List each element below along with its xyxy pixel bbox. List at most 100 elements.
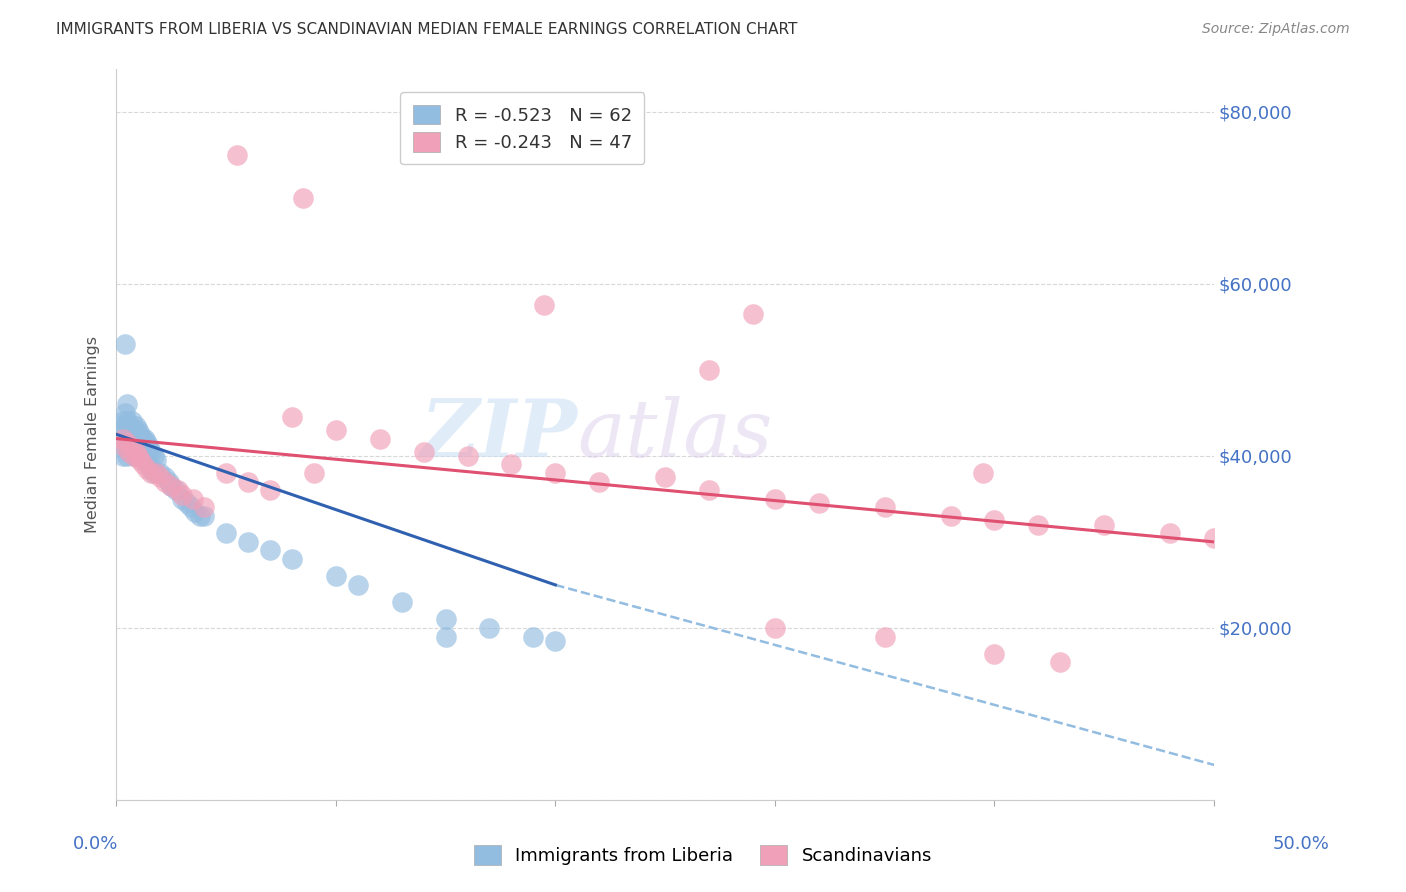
- Legend: R = -0.523   N = 62, R = -0.243   N = 47: R = -0.523 N = 62, R = -0.243 N = 47: [401, 92, 644, 164]
- Point: [368, 432, 391, 446]
- Point: [172, 491, 194, 506]
- Y-axis label: Median Female Earnings: Median Female Earnings: [86, 335, 100, 533]
- Point: [117, 414, 139, 428]
- Point: [346, 578, 368, 592]
- Point: [129, 427, 152, 442]
- Point: [763, 621, 786, 635]
- Point: [129, 453, 152, 467]
- Point: [127, 423, 149, 437]
- Point: [281, 552, 304, 566]
- Point: [141, 444, 163, 458]
- Point: [114, 440, 136, 454]
- Point: [1092, 517, 1115, 532]
- Point: [114, 337, 136, 351]
- Point: [121, 427, 143, 442]
- Point: [118, 444, 141, 458]
- Point: [236, 534, 259, 549]
- Point: [142, 449, 165, 463]
- Point: [281, 410, 304, 425]
- Point: [111, 414, 134, 428]
- Point: [141, 461, 163, 475]
- Point: [873, 500, 896, 515]
- Point: [121, 440, 143, 454]
- Point: [160, 479, 183, 493]
- Point: [166, 483, 188, 498]
- Legend: Immigrants from Liberia, Scandinavians: Immigrants from Liberia, Scandinavians: [467, 838, 939, 872]
- Point: [111, 432, 134, 446]
- Point: [188, 509, 211, 524]
- Point: [193, 500, 215, 515]
- Point: [1028, 517, 1050, 532]
- Point: [697, 483, 720, 498]
- Text: 50.0%: 50.0%: [1272, 835, 1329, 853]
- Point: [125, 432, 148, 446]
- Point: [145, 453, 167, 467]
- Point: [153, 475, 176, 489]
- Point: [122, 436, 145, 450]
- Point: [125, 444, 148, 458]
- Point: [127, 436, 149, 450]
- Point: [588, 475, 610, 489]
- Point: [983, 513, 1005, 527]
- Point: [117, 449, 139, 463]
- Point: [114, 418, 136, 433]
- Point: [259, 483, 281, 498]
- Text: ZIP: ZIP: [420, 395, 578, 473]
- Text: IMMIGRANTS FROM LIBERIA VS SCANDINAVIAN MEDIAN FEMALE EARNINGS CORRELATION CHART: IMMIGRANTS FROM LIBERIA VS SCANDINAVIAN …: [56, 22, 797, 37]
- Point: [184, 505, 207, 519]
- Point: [114, 440, 136, 454]
- Text: Source: ZipAtlas.com: Source: ZipAtlas.com: [1202, 22, 1350, 37]
- Point: [1159, 526, 1181, 541]
- Point: [434, 612, 457, 626]
- Point: [215, 466, 238, 480]
- Point: [434, 630, 457, 644]
- Point: [215, 526, 238, 541]
- Point: [131, 444, 153, 458]
- Point: [121, 440, 143, 454]
- Point: [114, 406, 136, 420]
- Point: [983, 647, 1005, 661]
- Point: [533, 298, 555, 312]
- Point: [972, 466, 994, 480]
- Point: [180, 500, 202, 515]
- Point: [110, 423, 132, 437]
- Point: [544, 633, 567, 648]
- Point: [522, 630, 544, 644]
- Point: [325, 569, 347, 583]
- Point: [142, 466, 165, 480]
- Point: [412, 444, 434, 458]
- Point: [544, 466, 567, 480]
- Point: [138, 440, 160, 454]
- Point: [134, 432, 156, 446]
- Point: [478, 621, 501, 635]
- Point: [145, 466, 167, 480]
- Point: [125, 444, 148, 458]
- Point: [131, 458, 153, 472]
- Point: [129, 440, 152, 454]
- Point: [654, 470, 676, 484]
- Point: [136, 453, 159, 467]
- Point: [125, 418, 148, 433]
- Point: [325, 423, 347, 437]
- Point: [226, 147, 249, 161]
- Point: [742, 307, 765, 321]
- Point: [1202, 531, 1225, 545]
- Point: [153, 470, 176, 484]
- Point: [302, 466, 325, 480]
- Point: [131, 432, 153, 446]
- Point: [807, 496, 830, 510]
- Point: [259, 543, 281, 558]
- Point: [501, 458, 523, 472]
- Point: [118, 444, 141, 458]
- Point: [149, 466, 172, 480]
- Point: [149, 470, 172, 484]
- Point: [939, 509, 962, 524]
- Point: [141, 466, 163, 480]
- Point: [291, 191, 314, 205]
- Point: [457, 449, 479, 463]
- Point: [127, 449, 149, 463]
- Point: [172, 487, 194, 501]
- Point: [117, 436, 139, 450]
- Point: [117, 432, 139, 446]
- Point: [873, 630, 896, 644]
